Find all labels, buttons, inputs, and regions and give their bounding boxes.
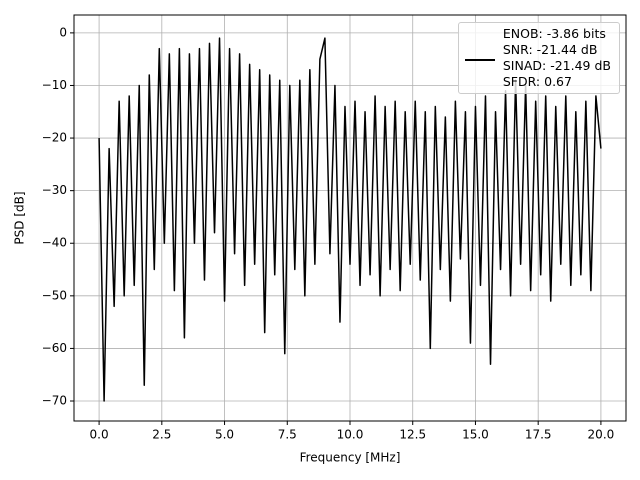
y-tick-label: −50 (42, 288, 67, 302)
x-tick-label: 17.5 (525, 428, 552, 442)
y-tick-label: −20 (42, 131, 67, 145)
y-tick-label: −40 (42, 236, 67, 250)
legend-label: ENOB: -3.86 bits SNR: -21.44 dB SINAD: -… (502, 26, 611, 89)
legend-swatch (464, 59, 495, 61)
x-tick-label: 2.5 (152, 428, 171, 442)
x-tick-label: 15.0 (462, 428, 489, 442)
y-axis-label: PSD [dB] (13, 191, 27, 244)
y-tick-label: −10 (42, 78, 67, 92)
line (98, 37, 602, 402)
x-tick-label: 5.0 (215, 428, 234, 442)
y-tick-label: −60 (42, 341, 67, 355)
plot-frame (73, 14, 627, 422)
x-tick-label: 0.0 (90, 428, 109, 442)
x-tick-label: 7.5 (278, 428, 297, 442)
x-tick-label: 10.0 (337, 428, 364, 442)
y-tick-label: −30 (42, 183, 67, 197)
x-tick-label: 20.0 (588, 428, 615, 442)
x-tick-label: 12.5 (399, 428, 426, 442)
x-axis-label: Frequency [MHz] (300, 451, 401, 465)
y-tick-label: −70 (42, 394, 67, 408)
legend: ENOB: -3.86 bits SNR: -21.44 dB SINAD: -… (457, 22, 620, 94)
y-tick-label: 0 (59, 25, 67, 39)
